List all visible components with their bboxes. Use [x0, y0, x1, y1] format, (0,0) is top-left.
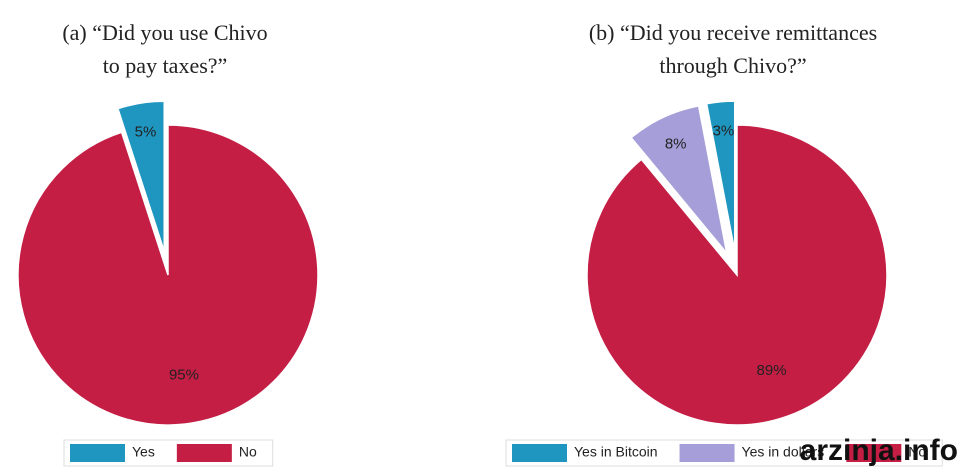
legend-swatch	[846, 444, 902, 462]
chart-title: through Chivo?”	[659, 53, 806, 78]
legend-label: No	[239, 444, 257, 460]
slice-label: 3%	[713, 123, 735, 140]
slice-label: 95%	[169, 367, 199, 384]
legend-label: No	[908, 444, 926, 460]
pie-slice	[116, 100, 165, 252]
watermark: arzinja.info	[800, 434, 958, 467]
legend-label: Yes in Bitcoin	[574, 444, 658, 460]
pie-slice	[705, 100, 736, 252]
legend-frame	[505, 439, 943, 467]
slice-label: 8%	[665, 136, 687, 153]
slice-label: 5%	[135, 124, 157, 141]
chart-title: (b) “Did you receive remittances	[589, 20, 877, 45]
legend-swatch	[679, 444, 735, 462]
pie-slice	[17, 124, 319, 426]
pie-slice	[586, 124, 888, 426]
slice-label: 89%	[757, 362, 787, 379]
legend-label: Yes	[132, 444, 155, 460]
legend-swatch	[176, 444, 232, 462]
legend-label: Yes in dollars	[742, 444, 825, 460]
legend-swatch	[70, 444, 125, 462]
chart-title: (a) “Did you use Chivo	[62, 20, 267, 45]
pie-slice	[630, 105, 728, 254]
legend-swatch	[512, 444, 567, 462]
chart-title: to pay taxes?”	[103, 53, 228, 78]
legend-frame	[63, 439, 274, 467]
